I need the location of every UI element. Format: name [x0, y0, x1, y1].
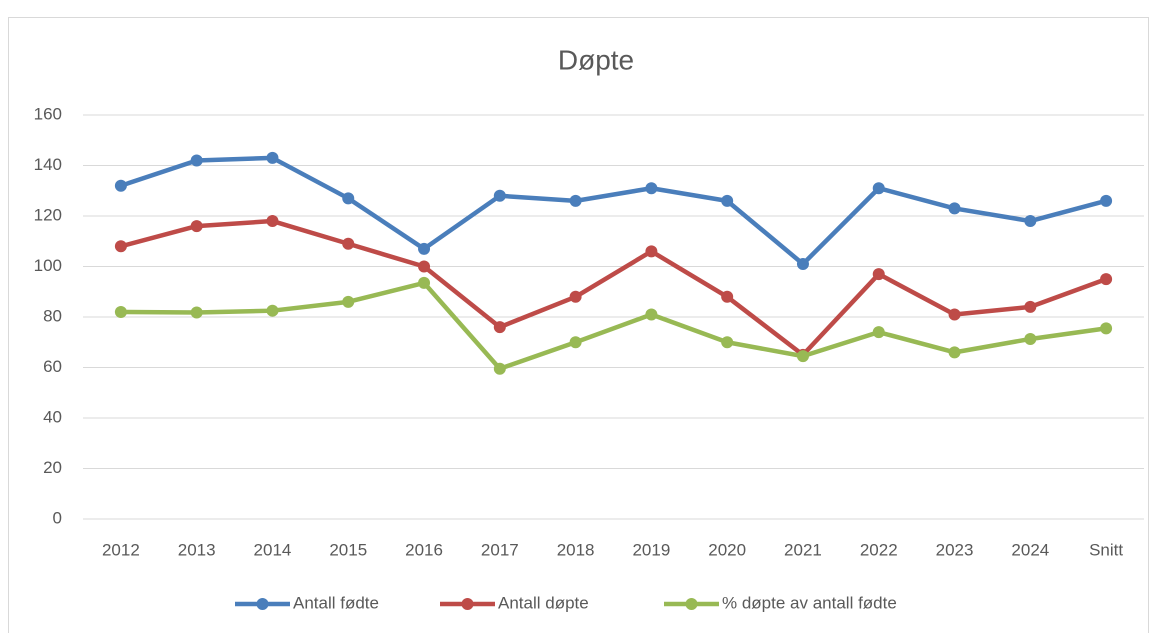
legend-marker — [685, 598, 698, 610]
point — [872, 268, 885, 281]
point — [1100, 194, 1113, 207]
y-tick-label: 80 — [43, 306, 62, 325]
legend-label: Antall fødte — [293, 593, 379, 612]
x-tick-label: 2018 — [557, 540, 595, 559]
x-tick-label: 2022 — [860, 540, 898, 559]
point — [114, 179, 127, 192]
point — [418, 260, 431, 273]
x-tick-label: 2017 — [481, 540, 519, 559]
point — [872, 182, 885, 195]
point — [1024, 300, 1037, 313]
x-tick-label: 2015 — [329, 540, 367, 559]
point — [1100, 273, 1113, 286]
chart-border — [8, 17, 1149, 638]
point — [114, 240, 127, 253]
y-tick-label: 60 — [43, 357, 62, 376]
point — [418, 276, 431, 289]
x-tick-label: Snitt — [1089, 540, 1123, 559]
point — [645, 245, 658, 258]
legend-label: Antall døpte — [498, 593, 589, 612]
point — [948, 346, 961, 359]
series-line — [120, 218, 1107, 358]
y-tick-label: 120 — [34, 205, 62, 224]
x-tick-label: 2024 — [1011, 540, 1049, 559]
point — [190, 306, 203, 319]
point — [796, 350, 809, 363]
point — [721, 290, 734, 303]
legend-marker — [256, 598, 269, 610]
x-tick-label: 2013 — [178, 540, 216, 559]
point — [266, 215, 279, 228]
x-tick-label: 2019 — [632, 540, 670, 559]
series-line — [120, 155, 1107, 267]
point — [721, 336, 734, 349]
point — [645, 308, 658, 321]
x-tick-label: 2021 — [784, 540, 822, 559]
point — [796, 257, 809, 270]
point — [342, 237, 355, 250]
y-tick-label: 160 — [34, 104, 62, 123]
x-tick-label: 2023 — [936, 540, 974, 559]
point — [266, 304, 279, 317]
chart-title: Døpte — [558, 44, 634, 75]
x-tick-label: 2012 — [102, 540, 140, 559]
series-line — [120, 280, 1107, 372]
point — [645, 182, 658, 195]
point — [493, 321, 506, 334]
point — [721, 194, 734, 207]
point — [1024, 332, 1037, 345]
point — [342, 192, 355, 205]
point — [948, 308, 961, 321]
point — [569, 336, 582, 349]
x-tick-label: 2016 — [405, 540, 443, 559]
x-tick-label: 2014 — [254, 540, 292, 559]
point — [190, 220, 203, 233]
point — [418, 242, 431, 255]
point — [190, 154, 203, 167]
point — [1100, 322, 1113, 335]
point — [266, 151, 279, 164]
y-tick-label: 0 — [53, 508, 62, 527]
legend-marker — [461, 598, 474, 610]
point — [493, 189, 506, 202]
point — [342, 295, 355, 308]
point — [569, 290, 582, 303]
x-tick-label: 2020 — [708, 540, 746, 559]
legend-label: % døpte av antall fødte — [722, 593, 897, 612]
point — [114, 305, 127, 318]
point — [569, 194, 582, 207]
y-tick-label: 140 — [34, 155, 62, 174]
point — [1024, 215, 1037, 228]
y-tick-label: 40 — [43, 407, 62, 426]
point — [872, 326, 885, 339]
y-tick-label: 100 — [34, 256, 62, 275]
point — [948, 202, 961, 215]
point — [493, 362, 506, 375]
y-tick-label: 20 — [43, 458, 62, 477]
